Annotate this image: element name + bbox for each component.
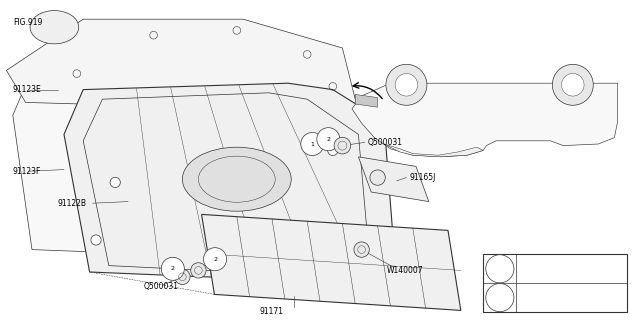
Circle shape bbox=[175, 269, 190, 284]
Text: 91123F: 91123F bbox=[13, 167, 41, 176]
Polygon shape bbox=[384, 144, 483, 157]
Circle shape bbox=[110, 177, 120, 188]
Circle shape bbox=[370, 170, 385, 185]
Text: W130013: W130013 bbox=[525, 293, 561, 302]
Circle shape bbox=[386, 64, 427, 105]
Text: 91123E: 91123E bbox=[13, 85, 42, 94]
Circle shape bbox=[191, 263, 206, 278]
Circle shape bbox=[317, 128, 340, 151]
Polygon shape bbox=[358, 157, 429, 202]
Text: 1: 1 bbox=[497, 295, 502, 300]
Ellipse shape bbox=[30, 11, 79, 44]
Polygon shape bbox=[202, 214, 461, 310]
Circle shape bbox=[552, 64, 593, 105]
Ellipse shape bbox=[182, 147, 291, 211]
Text: FIG.919: FIG.919 bbox=[13, 18, 42, 27]
Circle shape bbox=[301, 132, 324, 156]
Polygon shape bbox=[483, 254, 627, 312]
Text: Q500031: Q500031 bbox=[144, 282, 179, 291]
Polygon shape bbox=[13, 64, 371, 262]
Text: 2: 2 bbox=[326, 137, 330, 142]
Circle shape bbox=[486, 255, 514, 283]
Circle shape bbox=[395, 74, 418, 96]
Circle shape bbox=[91, 235, 101, 245]
Circle shape bbox=[561, 74, 584, 96]
Text: 91165J: 91165J bbox=[410, 173, 436, 182]
Text: Q500031: Q500031 bbox=[368, 138, 403, 147]
Text: 2: 2 bbox=[213, 257, 217, 262]
Polygon shape bbox=[6, 19, 358, 112]
Circle shape bbox=[354, 242, 369, 257]
Text: 2: 2 bbox=[171, 266, 175, 271]
Circle shape bbox=[204, 248, 227, 271]
Circle shape bbox=[486, 284, 514, 312]
Text: 91122B: 91122B bbox=[58, 199, 86, 208]
Polygon shape bbox=[352, 83, 618, 157]
Text: W140007: W140007 bbox=[387, 266, 424, 275]
Polygon shape bbox=[355, 94, 378, 107]
Text: 91171: 91171 bbox=[259, 308, 284, 316]
Circle shape bbox=[328, 145, 338, 156]
Polygon shape bbox=[64, 83, 397, 285]
Text: 91122E: 91122E bbox=[525, 264, 554, 273]
Text: A911001170: A911001170 bbox=[552, 304, 600, 313]
Circle shape bbox=[161, 257, 184, 280]
Text: 2: 2 bbox=[498, 266, 502, 272]
Circle shape bbox=[334, 137, 351, 154]
Text: 1: 1 bbox=[310, 141, 314, 147]
